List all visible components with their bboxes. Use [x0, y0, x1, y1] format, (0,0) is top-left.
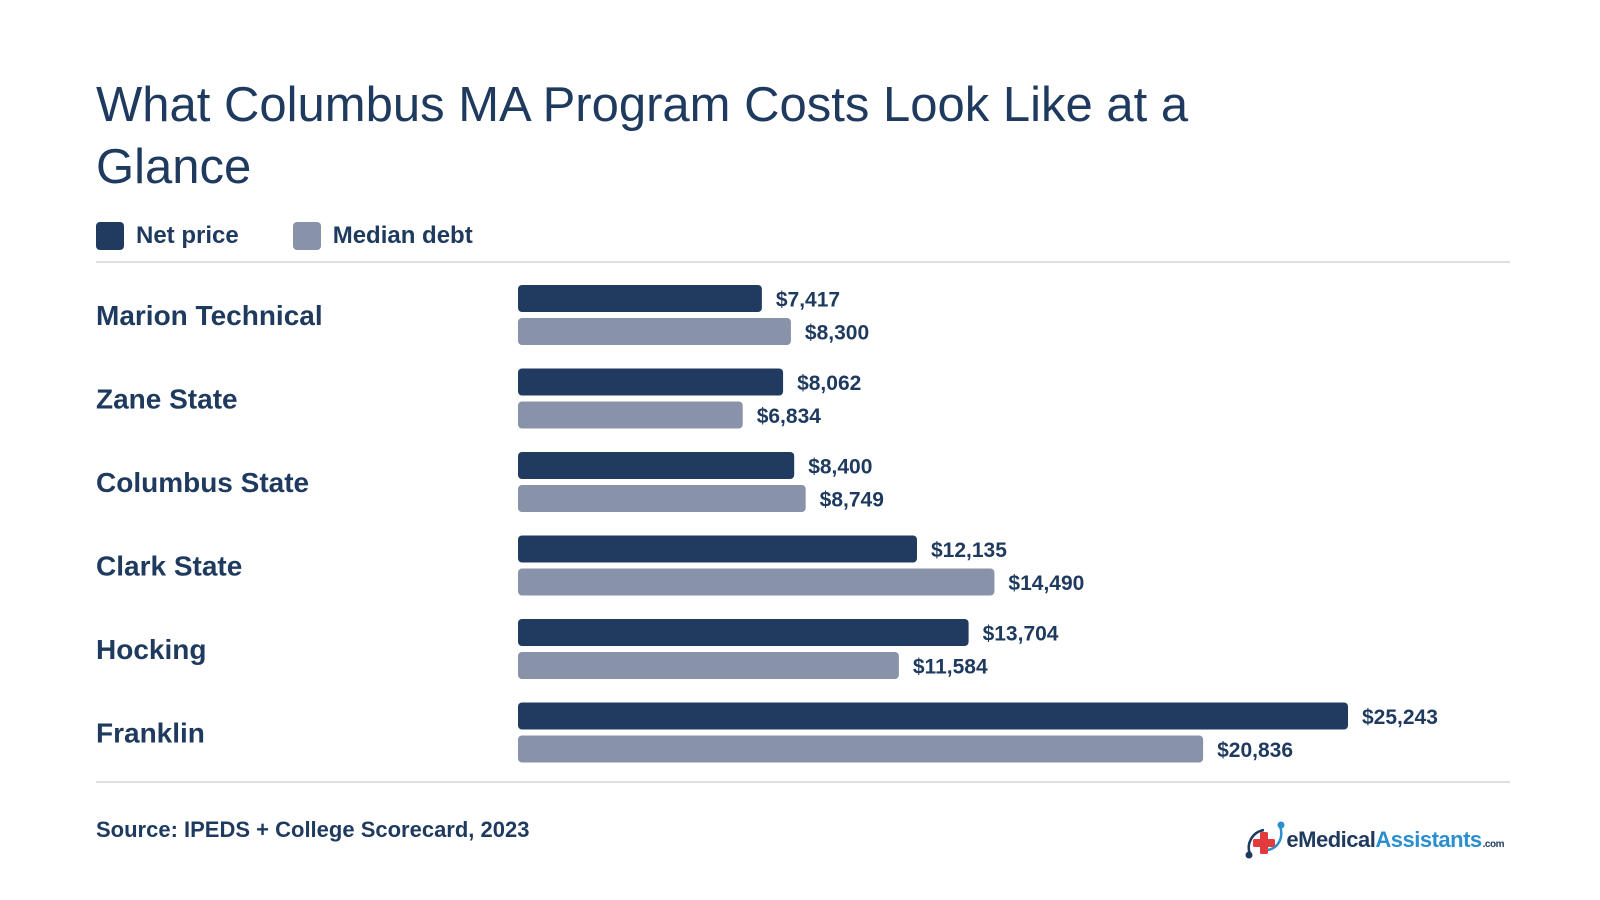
bar-median-debt-clark-state: [518, 568, 995, 596]
category-label-hocking: Hocking: [96, 634, 206, 665]
medical-cross-logo-icon: [1245, 821, 1285, 859]
brand-logo: eMedicalAssistants.com: [1244, 820, 1505, 860]
bar-median-debt-franklin: [518, 735, 1204, 763]
value-label-net-price-zane-state: $8,062: [797, 372, 861, 395]
top-divider: [96, 261, 1510, 263]
brand-assistants: Assistants: [1375, 827, 1482, 852]
bar-median-debt-hocking: [518, 652, 899, 679]
value-label-median-debt-franklin: $20,836: [1217, 739, 1293, 762]
value-label-net-price-clark-state: $12,135: [931, 539, 1007, 562]
category-label-marion-technical: Marion Technical: [96, 300, 323, 331]
value-label-net-price-columbus-state: $8,400: [808, 456, 872, 479]
legend-swatch-net-price: [96, 222, 124, 250]
bar-net-price-columbus-state: [518, 452, 795, 479]
value-label-net-price-hocking: $13,704: [983, 623, 1059, 646]
brand-e: e: [1286, 827, 1299, 852]
category-label-columbus-state: Columbus State: [96, 467, 309, 498]
bar-median-debt-zane-state: [518, 401, 743, 429]
category-label-franklin: Franklin: [96, 718, 205, 749]
category-label-zane-state: Zane State: [96, 384, 238, 415]
value-label-median-debt-marion-technical: $8,300: [805, 322, 869, 345]
brand-medical: Medical: [1298, 827, 1376, 852]
value-label-median-debt-clark-state: $14,490: [1008, 572, 1084, 595]
bar-net-price-franklin: [518, 702, 1348, 730]
category-label-clark-state: Clark State: [96, 551, 242, 582]
legend-label-median-debt: Median debt: [332, 222, 473, 249]
bar-net-price-hocking: [518, 619, 969, 646]
value-label-median-debt-columbus-state: $8,749: [820, 489, 884, 512]
value-label-median-debt-hocking: $11,584: [913, 656, 988, 679]
legend-swatch-median-debt: [292, 222, 321, 250]
brand-wordmark: eMedicalAssistants.com: [1286, 827, 1504, 853]
bottom-divider: [96, 781, 1510, 783]
bar-net-price-zane-state: [518, 368, 784, 396]
value-label-median-debt-zane-state: $6,834: [757, 405, 822, 428]
value-label-net-price-franklin: $25,243: [1362, 706, 1438, 729]
bar-median-debt-marion-technical: [518, 318, 791, 345]
bar-net-price-clark-state: [518, 535, 918, 563]
brand-com: .com: [1482, 839, 1505, 850]
legend-item-net-price: Net price: [96, 222, 239, 250]
chart-title: What Columbus MA Program Costs Look Like…: [96, 78, 1189, 194]
source-note: Source: IPEDS + College Scorecard, 2023: [96, 817, 530, 842]
legend-label-net-price: Net price: [136, 222, 239, 249]
legend-item-median-debt: Median debt: [292, 222, 473, 250]
bar-median-debt-columbus-state: [518, 485, 806, 512]
bar-chart: Marion Technical $7,417 $8,300 Zane State $8…: [96, 285, 1438, 763]
legend: Net price Median debt: [96, 222, 527, 250]
value-label-net-price-marion-technical: $7,417: [776, 289, 840, 312]
bar-net-price-marion-technical: [518, 285, 762, 312]
